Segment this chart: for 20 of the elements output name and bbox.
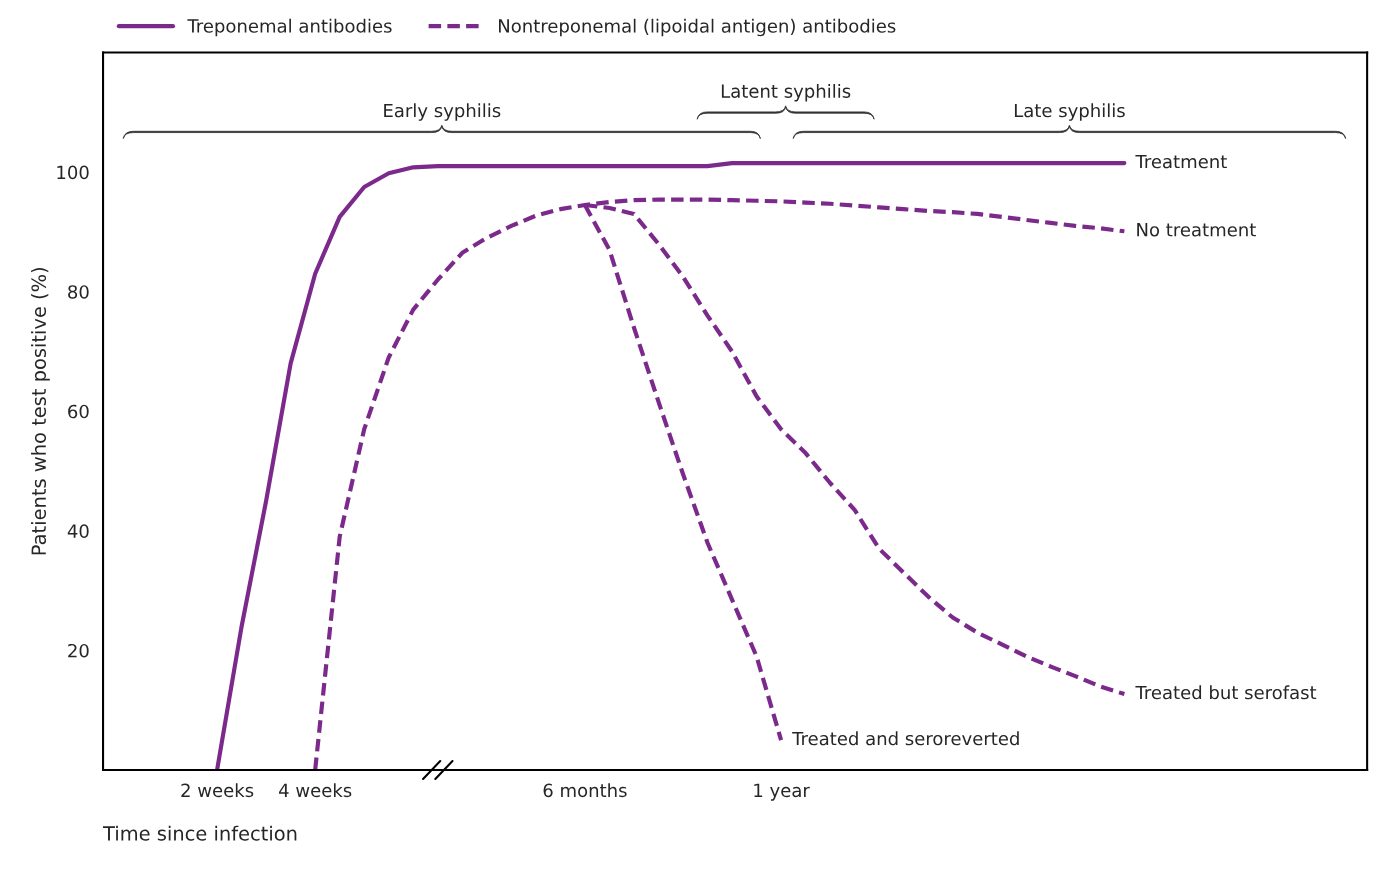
annotation: Treated and seroreverted: [792, 731, 1019, 746]
x-tick-label: 2 weeks: [181, 783, 254, 798]
text: No treatment: [1137, 223, 1256, 237]
x-tick-label: 4 weeks: [279, 783, 352, 798]
x-tick-label: 1 year: [754, 783, 810, 801]
y-tick-label: 20: [68, 643, 89, 658]
annotation: Treatment: [1135, 154, 1227, 169]
y-tick-label: 80: [68, 285, 89, 299]
annotation: Treated but serofast: [1135, 685, 1317, 700]
y-tick-label: 100: [57, 165, 89, 180]
x-axis-title: Time since infection: [102, 825, 297, 841]
annotation: Late syphilis: [1014, 103, 1125, 121]
annotation: Early syphilis: [384, 103, 501, 121]
y-axis-title: Patients who test positive (%): [31, 267, 50, 555]
legend-label: Treponemal antibodies: [187, 18, 392, 37]
annotation: Latent syphilis: [721, 83, 851, 102]
y-tick-label: 60: [68, 404, 89, 419]
x-tick-label: 6 months: [543, 783, 627, 798]
legend-label: Nontreponemal (lipoidal antigen) antibodies: [499, 18, 896, 37]
y-tick-label: 40: [67, 524, 89, 538]
